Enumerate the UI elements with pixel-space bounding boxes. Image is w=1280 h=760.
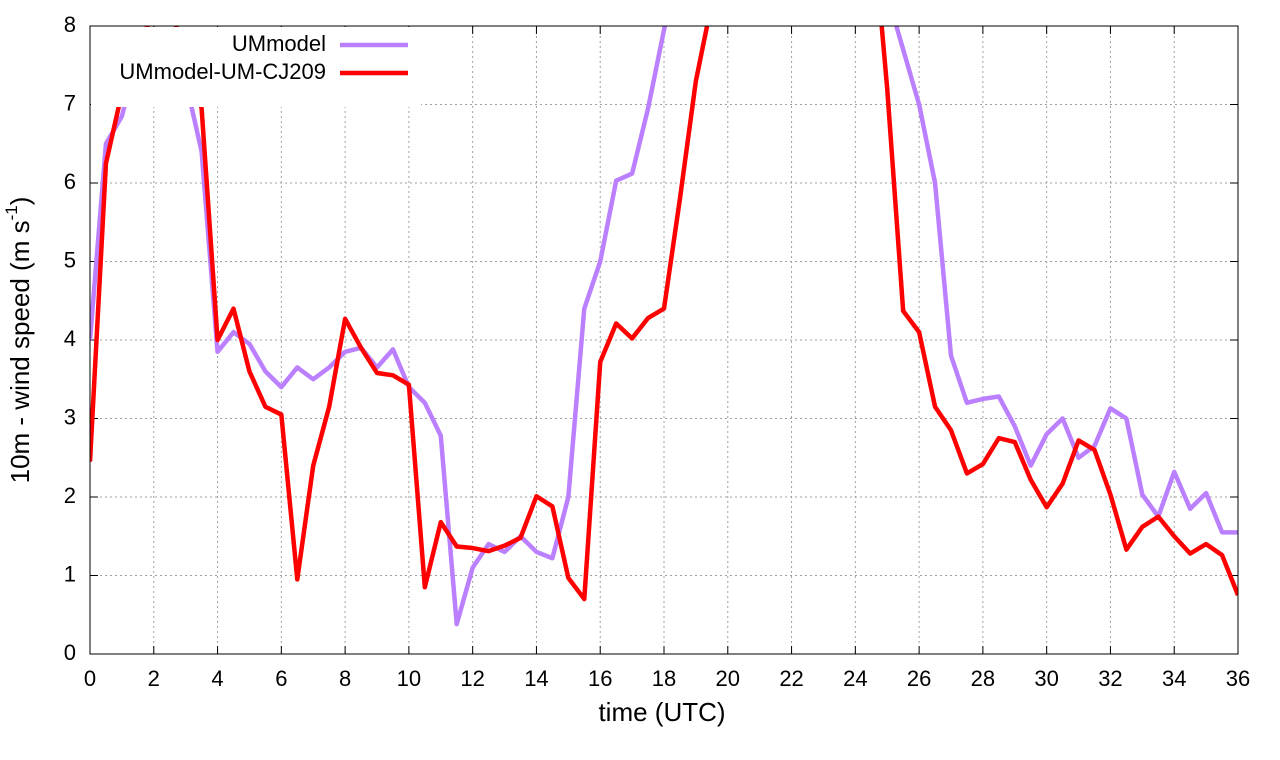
x-tick-label: 16: [588, 666, 612, 691]
x-tick-label: 20: [716, 666, 740, 691]
data-line: [90, 26, 1238, 602]
y-tick-label: 3: [64, 404, 76, 429]
x-tick-label: 26: [907, 666, 931, 691]
x-tick-label: 8: [339, 666, 351, 691]
x-tick-label: 0: [84, 666, 96, 691]
x-tick-label: 36: [1226, 666, 1250, 691]
x-tick-label: 6: [275, 666, 287, 691]
x-axis-label: time (UTC): [598, 697, 725, 727]
y-tick-label: 7: [64, 90, 76, 115]
x-tick-label: 28: [971, 666, 995, 691]
y-tick-label: 1: [64, 561, 76, 586]
x-tick-label: 24: [843, 666, 867, 691]
data-line: [90, 26, 1238, 627]
y-tick-label: 4: [64, 326, 76, 351]
y-tick-label: 8: [64, 12, 76, 37]
y-label-text: 10m - wind speed (m s: [5, 220, 35, 483]
y-tick-label: 5: [64, 247, 76, 272]
x-tick-label: 14: [524, 666, 548, 691]
y-axis-label: 10m - wind speed (m s-1): [2, 197, 34, 484]
x-tick-label: 32: [1098, 666, 1122, 691]
y-label-end: ): [5, 197, 35, 206]
x-tick-label: 2: [148, 666, 160, 691]
x-tick-label: 18: [652, 666, 676, 691]
legend-box: [91, 27, 421, 107]
x-tick-label: 12: [460, 666, 484, 691]
y-tick-label: 0: [64, 640, 76, 665]
x-tick-label: 10: [397, 666, 421, 691]
y-tick-label: 2: [64, 483, 76, 508]
legend-label: UMmodel: [232, 31, 326, 56]
y-tick-label: 6: [64, 169, 76, 194]
x-tick-label: 30: [1034, 666, 1058, 691]
x-tick-label: 4: [211, 666, 223, 691]
legend-label: UMmodel-UM-CJ209: [119, 59, 326, 84]
x-tick-label: 22: [779, 666, 803, 691]
y-label-sup: -1: [2, 205, 21, 220]
x-tick-label: 34: [1162, 666, 1186, 691]
plot-frame: [89, 25, 1239, 655]
